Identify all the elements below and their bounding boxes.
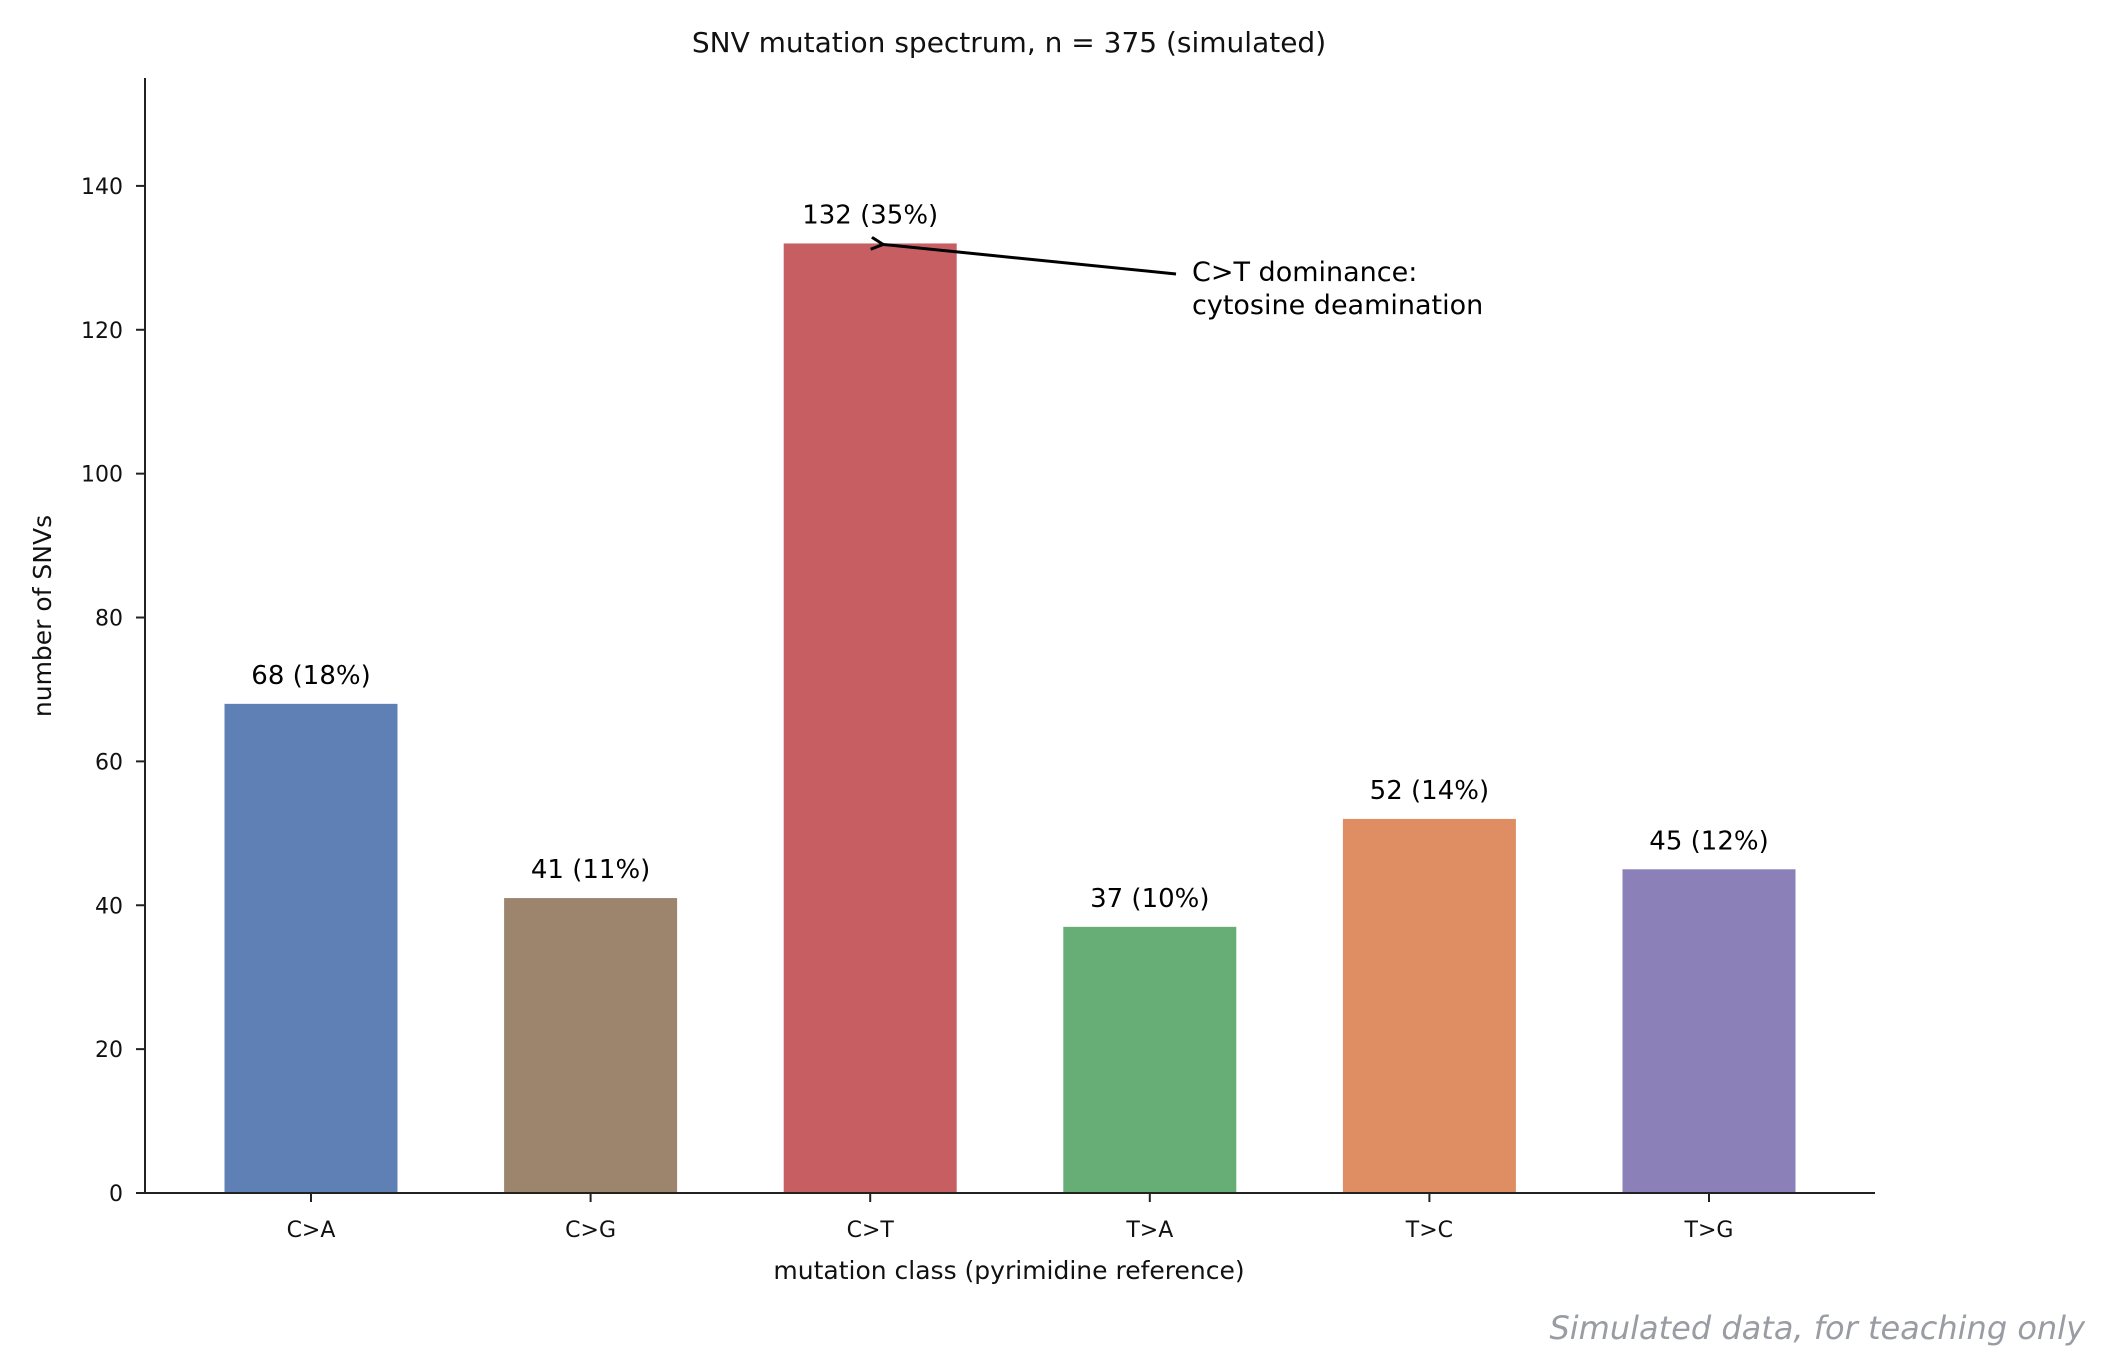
- data-label-c-to-t: 132 (35%): [802, 200, 938, 230]
- bar-c-to-a: [224, 703, 398, 1193]
- bars-group: [224, 243, 1796, 1194]
- y-tick-label: 60: [95, 750, 123, 775]
- x-axis-label: mutation class (pyrimidine reference): [773, 1256, 1244, 1285]
- data-labels-group: 68 (18%) 41 (11%) 132 (35%) 37 (10%) 52 (14%…: [251, 200, 1768, 913]
- bar-t-to-g: [1622, 869, 1796, 1193]
- bar-t-to-a: [1063, 926, 1237, 1193]
- y-tick-label: 0: [109, 1182, 123, 1207]
- annotation-line-2: cytosine deamination: [1192, 290, 1483, 321]
- y-axis-label: number of SNVs: [28, 515, 57, 717]
- x-tick-label: C>A: [287, 1218, 336, 1243]
- x-tick-label: T>G: [1684, 1218, 1734, 1243]
- y-ticks-group: 0 20 40 60 80 100 120 140: [81, 175, 145, 1207]
- footnote: Simulated data, for teaching only: [1549, 1309, 2086, 1347]
- chart-title: SNV mutation spectrum, n = 375 (simulate…: [692, 26, 1326, 59]
- data-label-c-to-g: 41 (11%): [531, 855, 650, 885]
- y-tick-label: 140: [81, 175, 123, 200]
- y-tick-label: 40: [95, 894, 123, 919]
- x-tick-label: T>C: [1405, 1218, 1453, 1243]
- data-label-t-to-a: 37 (10%): [1090, 884, 1209, 914]
- x-tick-label: C>T: [847, 1218, 895, 1243]
- bar-c-to-t: [783, 243, 957, 1194]
- data-label-c-to-a: 68 (18%): [251, 661, 370, 691]
- annotation-line-1: C>T dominance:: [1192, 257, 1417, 288]
- bar-c-to-g: [504, 898, 678, 1193]
- y-tick-label: 20: [95, 1038, 123, 1063]
- x-ticks-group: C>A C>G C>T T>A T>C T>G: [287, 1193, 1734, 1243]
- data-label-t-to-c: 52 (14%): [1370, 776, 1489, 806]
- annotation-text: C>T dominance: cytosine deamination: [1192, 257, 1483, 321]
- annotation-arrow: [883, 244, 1177, 276]
- data-label-t-to-g: 45 (12%): [1649, 826, 1768, 856]
- y-tick-label: 100: [81, 463, 123, 488]
- x-tick-label: T>A: [1125, 1218, 1173, 1243]
- bar-t-to-c: [1342, 818, 1516, 1193]
- y-tick-label: 120: [81, 319, 123, 344]
- x-tick-label: C>G: [565, 1218, 616, 1243]
- y-tick-label: 80: [95, 607, 123, 632]
